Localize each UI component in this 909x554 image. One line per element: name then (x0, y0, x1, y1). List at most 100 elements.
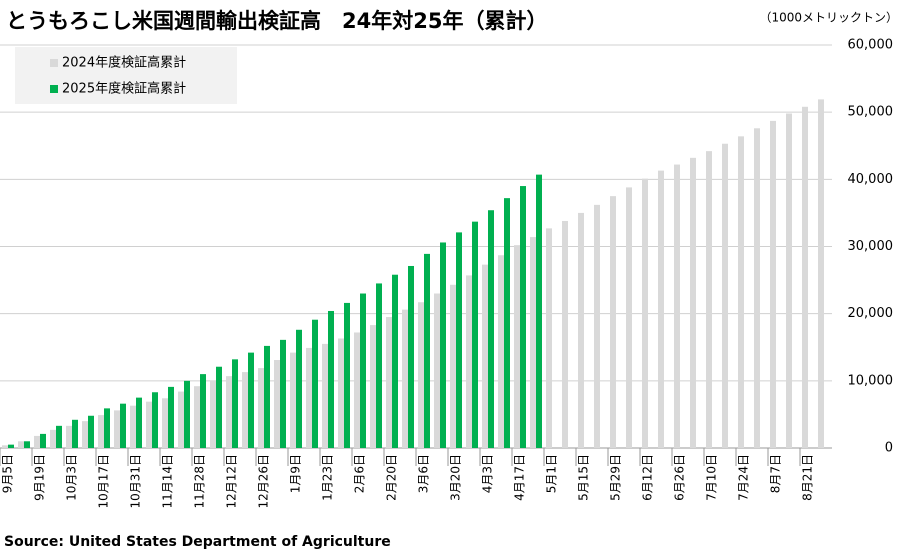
bar (770, 120, 776, 449)
bar (2, 445, 8, 448)
x-tick-label: 1月9日 (289, 454, 303, 493)
bar (72, 419, 78, 448)
bar (418, 302, 424, 448)
chart-title: とうもろこし米国週間輸出検証高 24年対25年（累計） (6, 9, 547, 33)
x-tick-label: 5月29日 (609, 454, 623, 501)
bar (306, 347, 312, 448)
bar (578, 212, 584, 448)
source: Source: United States Department of Agri… (4, 534, 391, 550)
bar (328, 310, 334, 448)
legend-label: 2024年度検証高累計 (62, 55, 186, 71)
bar (216, 366, 222, 448)
y-tick-label: 60,000 (848, 38, 894, 53)
x-tick-label: 3月6日 (417, 454, 431, 493)
bar (392, 274, 398, 448)
bar (82, 421, 88, 448)
bar (290, 352, 296, 448)
x-tick-label: 2月6日 (353, 454, 367, 493)
x-tick-label: 10月17日 (97, 454, 111, 509)
y-tick-label: 30,000 (848, 239, 894, 254)
x-tick-label: 12月12日 (225, 454, 239, 509)
x-tick-label: 9月19日 (33, 454, 47, 501)
bar (642, 178, 648, 448)
bar (162, 398, 168, 448)
bar (258, 368, 264, 448)
bar (130, 405, 136, 448)
y-tick-label: 10,000 (848, 373, 894, 388)
bar (360, 293, 366, 448)
bar (50, 429, 56, 448)
bar (722, 143, 728, 449)
bar (146, 401, 152, 448)
bar (178, 391, 184, 448)
unit-label: （1000メトリックトン） (759, 11, 898, 25)
bar (104, 408, 110, 448)
bar (376, 283, 382, 448)
bar (562, 220, 568, 448)
bar (136, 397, 142, 448)
bar (738, 136, 744, 448)
bar (530, 237, 536, 448)
bar (200, 374, 206, 448)
bar (322, 343, 328, 448)
y-tick-label: 0 (885, 441, 893, 456)
legend-swatch (50, 59, 58, 67)
x-tick-label: 10月3日 (65, 454, 79, 501)
bar (194, 386, 200, 448)
bar (274, 360, 280, 448)
bar (610, 196, 616, 448)
bar (226, 376, 232, 448)
bar (296, 329, 302, 448)
bar (184, 380, 190, 448)
bar (754, 128, 760, 448)
x-tick-label: 11月28日 (193, 454, 207, 509)
bar (168, 386, 174, 448)
x-tick-label: 9月5日 (1, 454, 15, 493)
bar (482, 264, 488, 448)
bar (514, 245, 520, 448)
bar (466, 275, 472, 448)
bar (440, 242, 446, 448)
bar (338, 338, 344, 448)
x-tick-label: 5月1日 (545, 454, 559, 493)
bar (312, 319, 318, 448)
bar (248, 352, 254, 448)
bar (370, 325, 376, 448)
bar (498, 255, 504, 448)
bar (536, 174, 542, 449)
bar (472, 221, 478, 448)
bar (786, 113, 792, 448)
legend-label: 2025年度検証高累計 (62, 81, 186, 97)
bar (242, 372, 248, 448)
bar (658, 170, 664, 448)
x-tick-label: 4月17日 (513, 454, 527, 501)
x-tick-label: 3月20日 (449, 454, 463, 501)
x-tick-label: 6月26日 (673, 454, 687, 501)
bar (8, 444, 14, 448)
bar (344, 302, 350, 448)
bar (88, 415, 94, 448)
bar (504, 198, 510, 448)
bar (264, 345, 270, 448)
bar (24, 441, 30, 448)
bar (66, 425, 72, 448)
y-tick-label: 20,000 (848, 306, 894, 321)
bar (626, 187, 632, 449)
bar (34, 435, 40, 448)
bar (802, 106, 808, 448)
x-tick-label: 7月10日 (705, 454, 719, 501)
bar (706, 151, 712, 448)
bar (520, 186, 526, 449)
bar (402, 309, 408, 448)
bar (354, 332, 360, 448)
bar (456, 232, 462, 448)
bar (690, 157, 696, 448)
x-tick-label: 11月14日 (161, 454, 175, 509)
bar (818, 99, 824, 448)
x-tick-label: 1月23日 (321, 454, 335, 501)
bar (98, 415, 104, 448)
bar (114, 410, 120, 448)
bar (232, 359, 238, 448)
bar (386, 317, 392, 448)
